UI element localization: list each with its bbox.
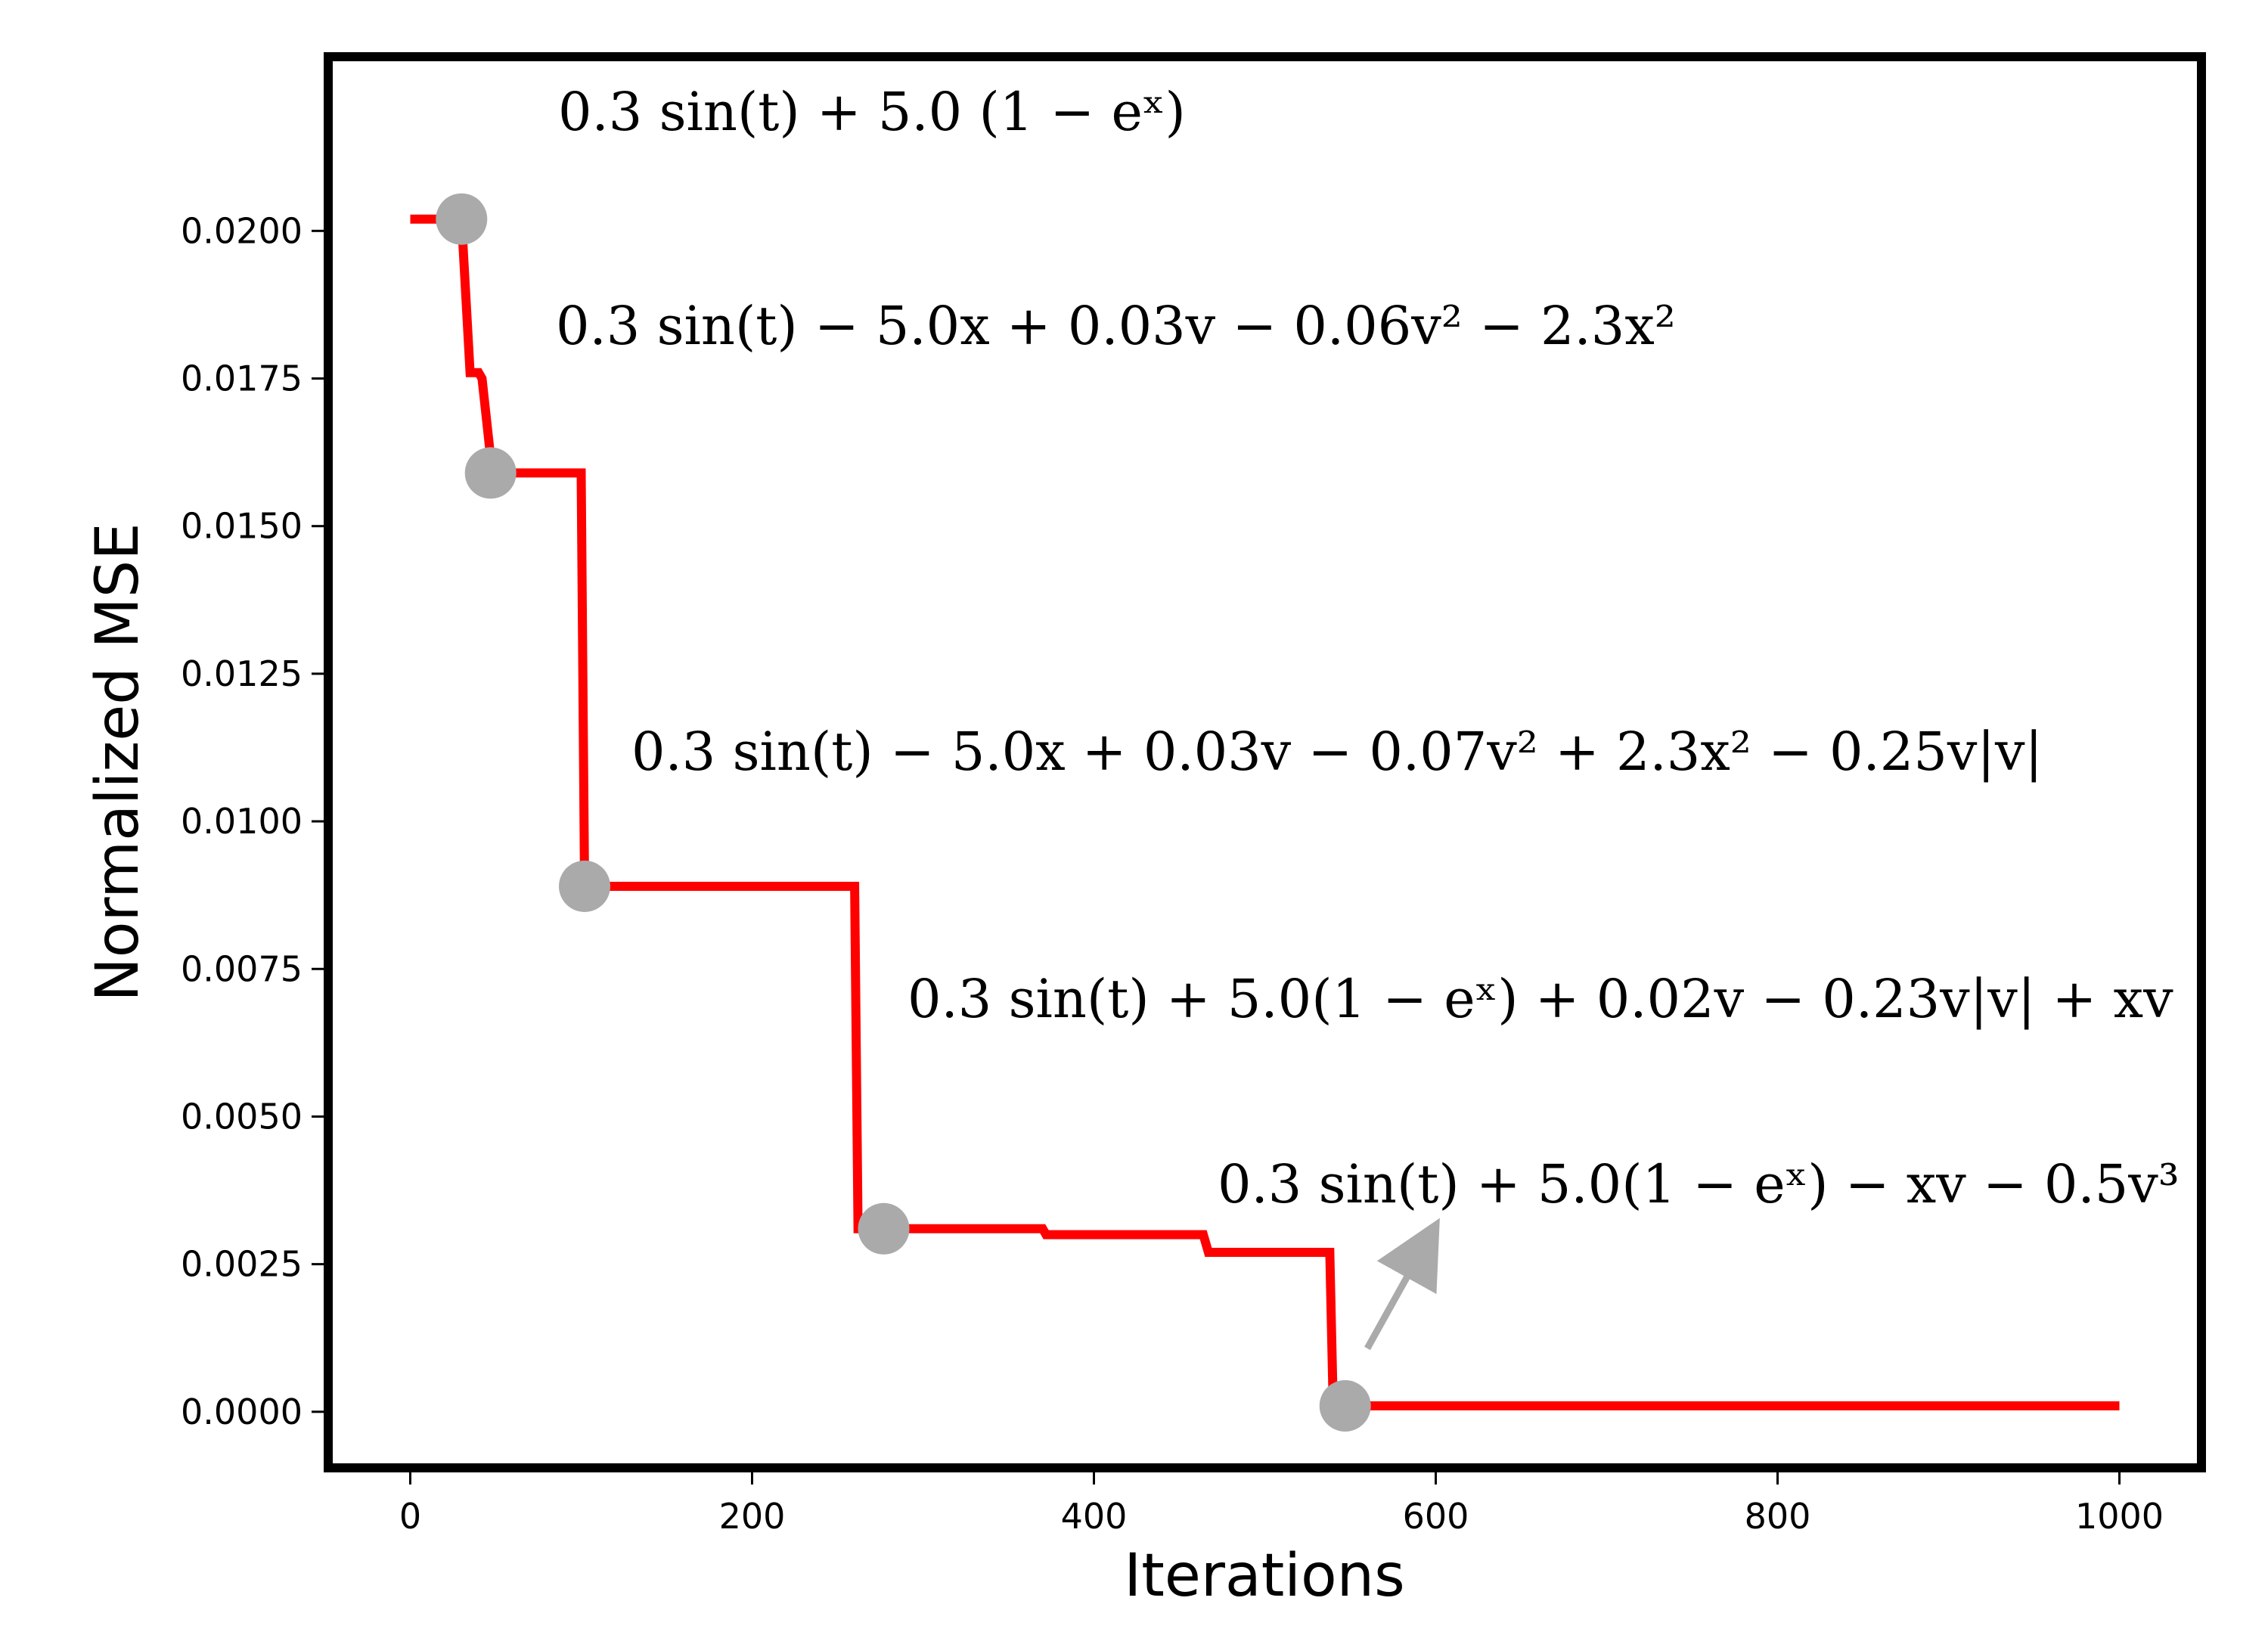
x-tick-label: 200 [719,1496,786,1537]
y-axis: 0.0000 0.0025 0.0050 0.0075 0.0100 0.0125 0.01… [181,210,324,1432]
y-tick-label: 0.0125 [181,653,303,694]
y-axis-label: Normalized MSE [84,523,152,1001]
equation-label-4: 0.3 sin(t) + 5.0(1 − eˣ) + 0.02v − 0.23v… [908,968,2173,1030]
x-axis: 0 200 400 600 800 1000 [399,1472,2164,1537]
marker-3 [559,860,611,912]
markers [436,193,1371,1432]
equation-label-5: 0.3 sin(t) + 5.0(1 − eˣ) − xv − 0.5v³ [1218,1153,2180,1215]
y-tick-label: 0.0025 [181,1244,303,1285]
x-tick-label: 400 [1061,1496,1128,1537]
marker-2 [464,447,517,499]
marker-4 [858,1202,910,1255]
plot-frame [324,52,2206,1472]
y-tick-label: 0.0200 [181,210,303,251]
y-tick-label: 0.0150 [181,506,303,547]
annotation-arrow [1364,1218,1440,1351]
y-tick-label: 0.0000 [181,1391,303,1432]
x-tick-label: 800 [1745,1496,1811,1537]
x-tick-label: 0 [399,1496,421,1537]
x-axis-label: Iterations [1124,1542,1405,1610]
y-tick-label: 0.0100 [181,801,303,842]
mse-step-line [410,214,2120,1410]
y-tick-label: 0.0075 [181,948,303,989]
y-tick-label: 0.0050 [181,1096,303,1137]
equation-annotations: 0.3 sin(t) + 5.0 (1 − eˣ) 0.3 sin(t) − 5.… [556,81,2180,1215]
equation-label-1: 0.3 sin(t) + 5.0 (1 − eˣ) [558,81,1186,143]
y-tick-label: 0.0175 [181,358,303,399]
x-tick-label: 600 [1403,1496,1469,1537]
equation-label-3: 0.3 sin(t) − 5.0x + 0.03v − 0.07v² + 2.3… [631,721,2043,783]
equation-label-2: 0.3 sin(t) − 5.0x + 0.03v − 0.06v² − 2.3… [556,295,1676,357]
marker-5 [1319,1380,1371,1432]
marker-1 [436,193,488,245]
x-tick-label: 1000 [2075,1496,2164,1537]
